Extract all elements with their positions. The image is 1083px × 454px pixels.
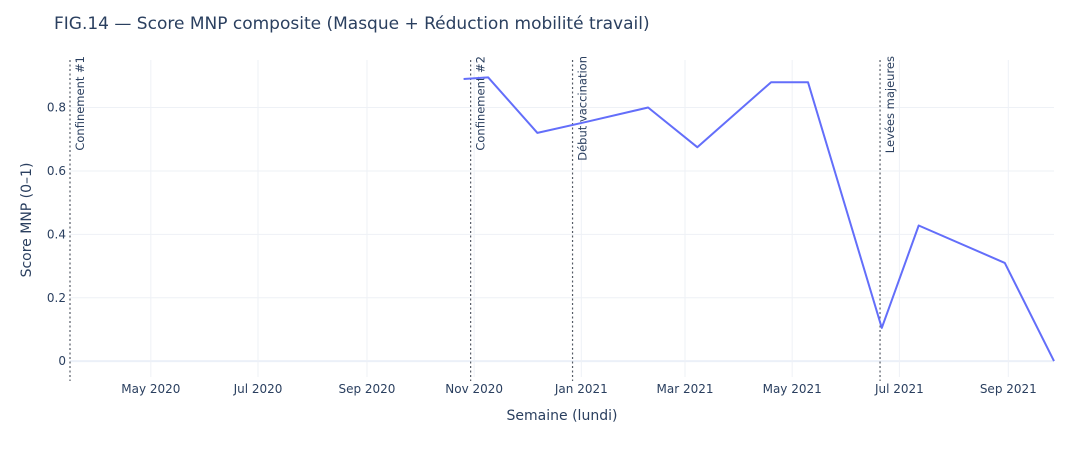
x-tick-label: Mar 2021 bbox=[657, 382, 714, 396]
x-tick-label: Sep 2021 bbox=[980, 382, 1037, 396]
y-tick-label: 0 bbox=[58, 354, 66, 368]
x-axis-ticks: May 2020 Jul 2020 Sep 2020 Nov 2020 Jan 2021… bbox=[121, 382, 1037, 396]
y-tick-label: 0.4 bbox=[47, 227, 66, 241]
x-tick-label: May 2020 bbox=[121, 382, 180, 396]
y-axis-ticks: 0 0.2 0.4 0.6 0.8 bbox=[47, 101, 66, 369]
annotation-label: Confinement #1 bbox=[73, 56, 87, 151]
series-layer bbox=[464, 77, 1054, 361]
y-axis-title: Score MNP (0–1) bbox=[19, 163, 35, 278]
grid bbox=[70, 60, 1054, 377]
y-tick-label: 0.2 bbox=[47, 291, 66, 305]
y-tick-label: 0.6 bbox=[47, 164, 66, 178]
x-axis-title: Semaine (lundi) bbox=[507, 408, 618, 424]
x-tick-label: Nov 2020 bbox=[445, 382, 503, 396]
x-tick-label: Jul 2021 bbox=[874, 382, 924, 396]
chart-title: FIG.14 — Score MNP composite (Masque + R… bbox=[54, 14, 650, 34]
annotations: Confinement #1 Confinement #2 Début vaccin… bbox=[70, 56, 897, 381]
y-tick-label: 0.8 bbox=[47, 101, 66, 115]
x-tick-label: Sep 2020 bbox=[338, 382, 395, 396]
x-tick-label: Jan 2021 bbox=[554, 382, 608, 396]
annotation-label: Début vaccination bbox=[576, 56, 590, 161]
annotation-label: Confinement #2 bbox=[474, 56, 488, 151]
series-line bbox=[464, 77, 1054, 361]
x-tick-label: Jul 2020 bbox=[233, 382, 283, 396]
annotation-label: Levées majeures bbox=[883, 56, 897, 153]
x-tick-label: May 2021 bbox=[763, 382, 822, 396]
